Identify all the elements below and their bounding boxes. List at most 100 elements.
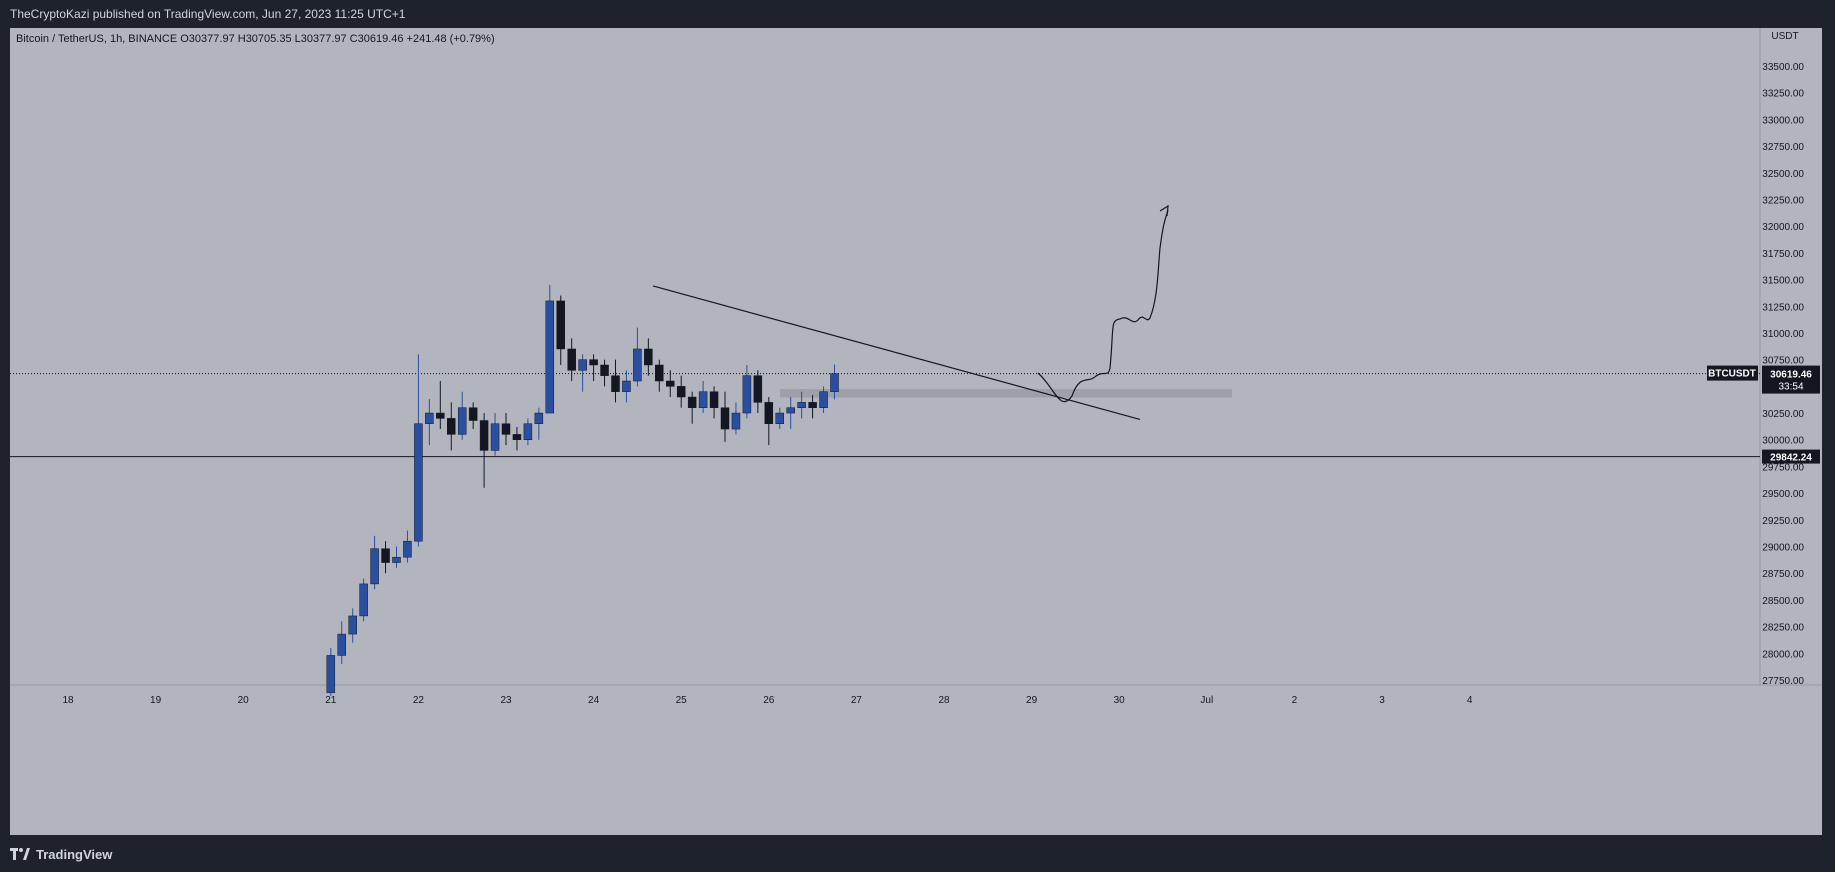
candle-body [655, 364, 664, 382]
candle-body [633, 348, 642, 382]
candle-body [523, 423, 533, 440]
y-tick-label: 28750.00 [1762, 569, 1804, 580]
y-tick-label: 31000.00 [1762, 329, 1804, 340]
x-tick-label: 27 [851, 695, 863, 706]
y-tick-label: 28000.00 [1762, 649, 1804, 660]
x-tick-label: 30 [1114, 695, 1126, 706]
support-price-tag [1762, 449, 1820, 464]
candle-body [457, 407, 467, 435]
y-tick-label: 30750.00 [1762, 356, 1804, 367]
y-tick-label: 30250.00 [1762, 409, 1804, 420]
y-tick-label: 28500.00 [1762, 596, 1804, 607]
y-tick-label: 33500.00 [1762, 62, 1804, 73]
candle-body [666, 380, 675, 387]
candle-body [425, 412, 434, 424]
candle-body [775, 412, 784, 424]
last-price-value: 30619.46 [1770, 370, 1812, 381]
x-tick-label: 29 [1026, 695, 1038, 706]
y-tick-label: 31750.00 [1762, 249, 1804, 260]
x-tick-label: 24 [588, 695, 600, 706]
candle-body [490, 423, 500, 451]
consolidation-zone[interactable] [780, 389, 1232, 398]
candle-body [337, 633, 346, 656]
y-tick-label: 32500.00 [1762, 169, 1804, 180]
x-tick-label: 20 [238, 695, 250, 706]
candle-body [589, 359, 598, 366]
support-price-text: 29842.24 [1770, 453, 1812, 464]
candle-body [392, 556, 401, 563]
candle-body [720, 407, 730, 430]
candle-body [830, 373, 839, 392]
y-tick-label: 29000.00 [1762, 543, 1804, 554]
tradingview-brand: TradingView [36, 846, 113, 862]
candle-body [611, 375, 620, 392]
candle-body [359, 583, 368, 617]
y-tick-label: 30000.00 [1762, 436, 1804, 447]
currency-label: USDT [1771, 31, 1798, 42]
y-tick-label: 31250.00 [1762, 302, 1804, 313]
last-price-tag [1762, 365, 1820, 394]
descending-trendline[interactable] [652, 285, 1141, 421]
candle-body [709, 391, 719, 408]
candle-body [403, 540, 412, 558]
y-tick-label: 28250.00 [1762, 623, 1804, 634]
y-tick-label: 29500.00 [1762, 489, 1804, 500]
y-tick-label: 32000.00 [1762, 222, 1804, 233]
y-tick-label: 33000.00 [1762, 115, 1804, 126]
candle-body [479, 420, 489, 451]
x-tick-label: 18 [62, 695, 74, 706]
publisher-line: TheCryptoKazi published on TradingView.c… [10, 7, 406, 21]
tradingview-logo-icon [10, 848, 30, 860]
candle-body [644, 348, 653, 366]
candle-body [600, 364, 609, 376]
y-tick-label: 32750.00 [1762, 142, 1804, 153]
x-tick-label: 21 [325, 695, 337, 706]
x-tick-label: 26 [763, 695, 775, 706]
y-tick-label: 33250.00 [1762, 89, 1804, 100]
y-tick-label: 31500.00 [1762, 276, 1804, 287]
y-tick-label: 27750.00 [1762, 676, 1804, 687]
bar-countdown: 33:54 [1778, 382, 1803, 393]
projected-path-arrowhead [1159, 204, 1169, 217]
candle-body [753, 375, 763, 403]
candle-body [447, 418, 456, 435]
candle-body [348, 615, 357, 635]
candle-body [436, 412, 445, 419]
candle-body [556, 300, 565, 350]
candle-body [731, 412, 741, 430]
candle-body [545, 300, 555, 414]
candle-body [797, 402, 806, 408]
candle-body [370, 548, 379, 585]
footer-bar: TradingView [0, 835, 1835, 872]
candle-body [676, 386, 686, 398]
publisher-bar: TheCryptoKazi published on TradingView.c… [0, 0, 1835, 28]
candle-body [622, 380, 631, 392]
x-tick-label: 2 [1292, 695, 1298, 706]
y-tick-label: 29750.00 [1762, 462, 1804, 473]
x-tick-label: 22 [413, 695, 425, 706]
candle-body [414, 423, 423, 542]
candle-body [742, 375, 752, 414]
candle-body [534, 412, 544, 424]
symbol-tag-text: BTCUSDT [1708, 369, 1756, 380]
tradingview-logo[interactable]: TradingView [10, 845, 112, 863]
candle-body [687, 396, 697, 408]
price-chart[interactable]: Bitcoin / TetherUS, 1h, BINANCE O30377.9… [10, 28, 1822, 835]
candle-body [326, 655, 336, 694]
y-tick-label: 29250.00 [1762, 516, 1804, 527]
y-tick-label: 32250.00 [1762, 195, 1804, 206]
chart-title: Bitcoin / TetherUS, 1h, BINANCE O30377.9… [16, 33, 495, 45]
candle-body [819, 391, 828, 408]
x-tick-label: Jul [1200, 695, 1213, 706]
candle-body [698, 391, 708, 408]
candle-body [501, 423, 511, 435]
x-tick-label: 23 [500, 695, 512, 706]
x-tick-label: 4 [1467, 695, 1473, 706]
candle-body [381, 548, 390, 563]
x-tick-label: 28 [938, 695, 950, 706]
projected-path[interactable] [1037, 209, 1169, 403]
candle-body [567, 348, 576, 371]
chart-frame[interactable]: Bitcoin / TetherUS, 1h, BINANCE O30377.9… [10, 28, 1822, 835]
candle-body [578, 359, 587, 371]
candle-body [764, 402, 774, 424]
